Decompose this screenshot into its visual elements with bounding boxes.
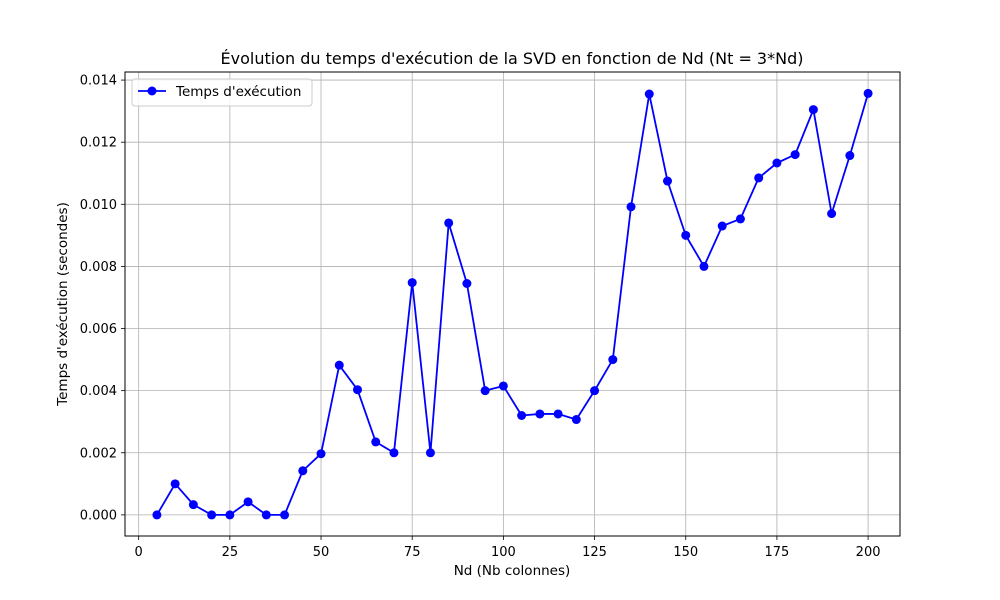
x-tick-label: 50: [313, 545, 330, 560]
y-tick-label: 0.008: [80, 260, 117, 275]
data-point: [608, 355, 618, 365]
y-tick-label: 0.000: [80, 508, 117, 523]
data-point: [188, 500, 198, 510]
data-point: [407, 278, 417, 288]
y-tick-label: 0.014: [80, 74, 117, 89]
x-tick-label: 175: [764, 545, 789, 560]
data-point: [389, 448, 399, 458]
data-point: [498, 381, 508, 391]
data-point: [827, 209, 837, 219]
data-point: [517, 410, 527, 420]
y-tick-label: 0.006: [80, 322, 117, 337]
y-tick-label: 0.012: [80, 136, 117, 151]
data-point: [353, 385, 362, 395]
legend-box: [131, 78, 313, 107]
series-line: [156, 93, 869, 516]
data-point: [425, 448, 435, 458]
data-point: [571, 415, 581, 425]
x-tick-label: 100: [491, 545, 516, 560]
data-point: [444, 218, 454, 228]
data-point: [298, 466, 308, 476]
x-tick-label: 200: [856, 545, 881, 560]
y-axis-label: Temps d'exécution (secondes): [55, 202, 71, 407]
data-point: [280, 510, 290, 520]
data-point: [590, 386, 600, 396]
x-axis-label: Nd (Nb colonnes): [454, 563, 571, 579]
series-layer: [152, 88, 873, 520]
data-point: [699, 261, 709, 271]
data-point: [681, 230, 691, 240]
data-point: [553, 409, 563, 419]
plot-frame: [124, 71, 901, 537]
data-point: [170, 479, 180, 489]
axis-ticks: 0 25 50 75 100 125 150 175 200 0.000 0.002 0.004 0.0…: [80, 74, 881, 560]
data-point: [626, 202, 636, 212]
y-tick-label: 0.004: [80, 384, 117, 399]
data-point: [261, 510, 271, 520]
data-point: [316, 449, 326, 459]
data-point: [717, 221, 727, 231]
data-point: [152, 510, 162, 520]
x-tick-label: 150: [673, 545, 698, 560]
data-point: [243, 497, 253, 507]
chart-title: Évolution du temps d'exécution de la SVD…: [221, 49, 804, 68]
data-point: [225, 510, 235, 520]
data-point: [845, 151, 855, 161]
data-point: [808, 105, 818, 115]
data-point: [754, 173, 764, 183]
data-point: [371, 437, 381, 447]
data-point: [735, 214, 745, 224]
data-point: [462, 279, 472, 289]
data-point: [663, 176, 672, 186]
x-tick-label: 25: [222, 545, 239, 560]
x-tick-label: 0: [135, 545, 143, 560]
grid: [125, 72, 900, 536]
y-tick-label: 0.010: [80, 198, 117, 213]
legend: Temps d'exécution: [131, 78, 313, 107]
data-point: [772, 158, 782, 168]
legend-label: Temps d'exécution: [175, 84, 301, 100]
data-point: [480, 386, 490, 396]
x-tick-label: 75: [404, 545, 421, 560]
data-point: [863, 88, 873, 98]
data-point: [644, 89, 654, 99]
x-tick-label: 125: [582, 545, 607, 560]
data-point: [207, 510, 217, 520]
data-point: [790, 150, 800, 160]
data-point: [535, 409, 545, 419]
data-point: [334, 360, 344, 370]
legend-marker: [147, 86, 157, 96]
y-tick-label: 0.002: [80, 446, 117, 461]
